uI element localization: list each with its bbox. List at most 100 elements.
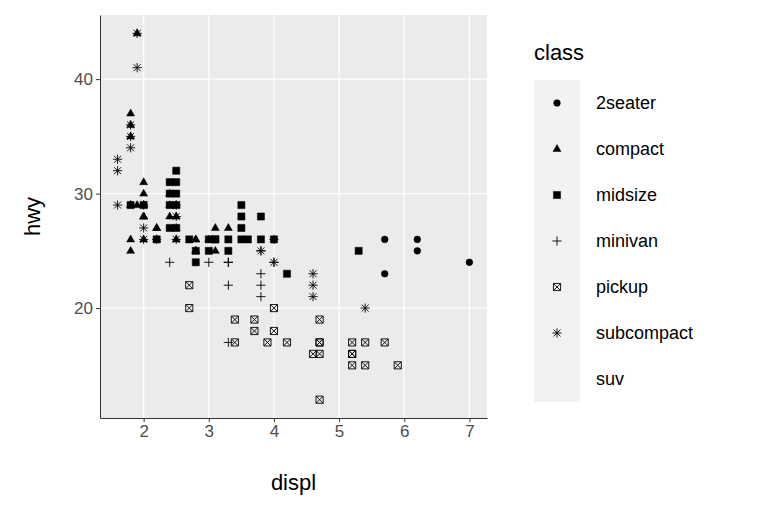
point <box>256 281 265 290</box>
point <box>140 212 148 219</box>
point <box>316 339 323 346</box>
point <box>308 292 317 301</box>
point <box>192 259 199 266</box>
point <box>204 258 213 267</box>
tick-label: 6 <box>400 422 409 441</box>
point <box>414 247 421 254</box>
point <box>256 269 265 278</box>
axis: 20 30 40 <box>74 16 100 419</box>
point <box>269 258 278 267</box>
point <box>256 246 265 255</box>
point <box>186 236 193 243</box>
point <box>231 316 238 323</box>
point <box>309 350 316 357</box>
point <box>251 316 258 323</box>
point <box>126 132 135 141</box>
grid-line <box>100 78 487 79</box>
point <box>466 259 473 266</box>
axis: 234567 <box>101 418 488 441</box>
tick-label: 7 <box>465 422 474 441</box>
legend-key <box>534 310 580 356</box>
point <box>224 258 233 267</box>
point <box>127 201 134 208</box>
legend-label: 2seater <box>596 93 656 113</box>
point <box>308 269 317 278</box>
tick: 5 <box>335 418 344 441</box>
point <box>244 236 251 243</box>
point <box>257 213 264 220</box>
point <box>308 281 317 290</box>
legend-symbol <box>553 191 560 198</box>
grid-line <box>208 15 209 418</box>
chart: 234567203040displhwyclass2seatercompactm… <box>0 0 768 512</box>
point <box>264 339 271 346</box>
point <box>256 292 265 301</box>
grid-line <box>100 193 487 194</box>
tick: 7 <box>465 418 474 441</box>
point <box>211 224 219 231</box>
point <box>256 246 265 255</box>
legend-symbol <box>553 283 560 290</box>
point <box>153 224 161 231</box>
point <box>212 236 219 243</box>
point <box>127 246 135 253</box>
point <box>283 270 290 277</box>
tick-mark <box>96 194 100 195</box>
point <box>172 200 181 209</box>
plot-background <box>100 15 487 418</box>
point <box>172 235 181 244</box>
point <box>166 190 173 197</box>
tick: 2 <box>139 418 148 441</box>
point <box>172 212 181 221</box>
point <box>349 350 356 357</box>
point <box>153 224 161 231</box>
point <box>362 362 369 369</box>
point <box>140 212 148 219</box>
point <box>257 236 264 243</box>
point <box>140 189 148 196</box>
point <box>316 339 323 346</box>
point <box>270 305 277 312</box>
tick: 40 <box>74 70 100 89</box>
point <box>231 339 238 346</box>
legend-symbol <box>553 145 561 152</box>
point <box>165 258 174 267</box>
point <box>113 155 122 164</box>
point <box>139 235 148 244</box>
point <box>186 305 193 312</box>
tick-mark <box>96 79 100 80</box>
tick-label: 40 <box>74 70 93 89</box>
point <box>225 247 232 254</box>
point <box>127 109 135 116</box>
point <box>238 213 245 220</box>
x-axis-title: displ <box>271 470 316 495</box>
tick: 30 <box>74 185 100 204</box>
point <box>238 224 245 231</box>
point <box>381 270 388 277</box>
point <box>381 236 388 243</box>
point <box>173 179 180 186</box>
point <box>192 247 199 254</box>
tick-label: 30 <box>74 185 93 204</box>
point <box>139 223 148 232</box>
point <box>212 236 219 243</box>
grid-line <box>273 15 274 418</box>
point <box>269 235 278 244</box>
legend-key <box>534 172 580 218</box>
tick-label: 20 <box>74 299 93 318</box>
point <box>349 362 356 369</box>
point <box>205 236 212 243</box>
legend-label: minivan <box>596 231 658 251</box>
tick: 6 <box>400 418 409 441</box>
legend-symbol <box>554 100 561 107</box>
point <box>361 303 370 312</box>
legend-key <box>534 356 580 402</box>
legend-label: suv <box>596 369 624 389</box>
tick-label: 4 <box>270 422 279 441</box>
point <box>166 212 174 219</box>
points <box>113 29 473 404</box>
point <box>140 178 148 185</box>
point <box>283 339 290 346</box>
axis-line <box>100 16 101 419</box>
point <box>126 120 135 129</box>
